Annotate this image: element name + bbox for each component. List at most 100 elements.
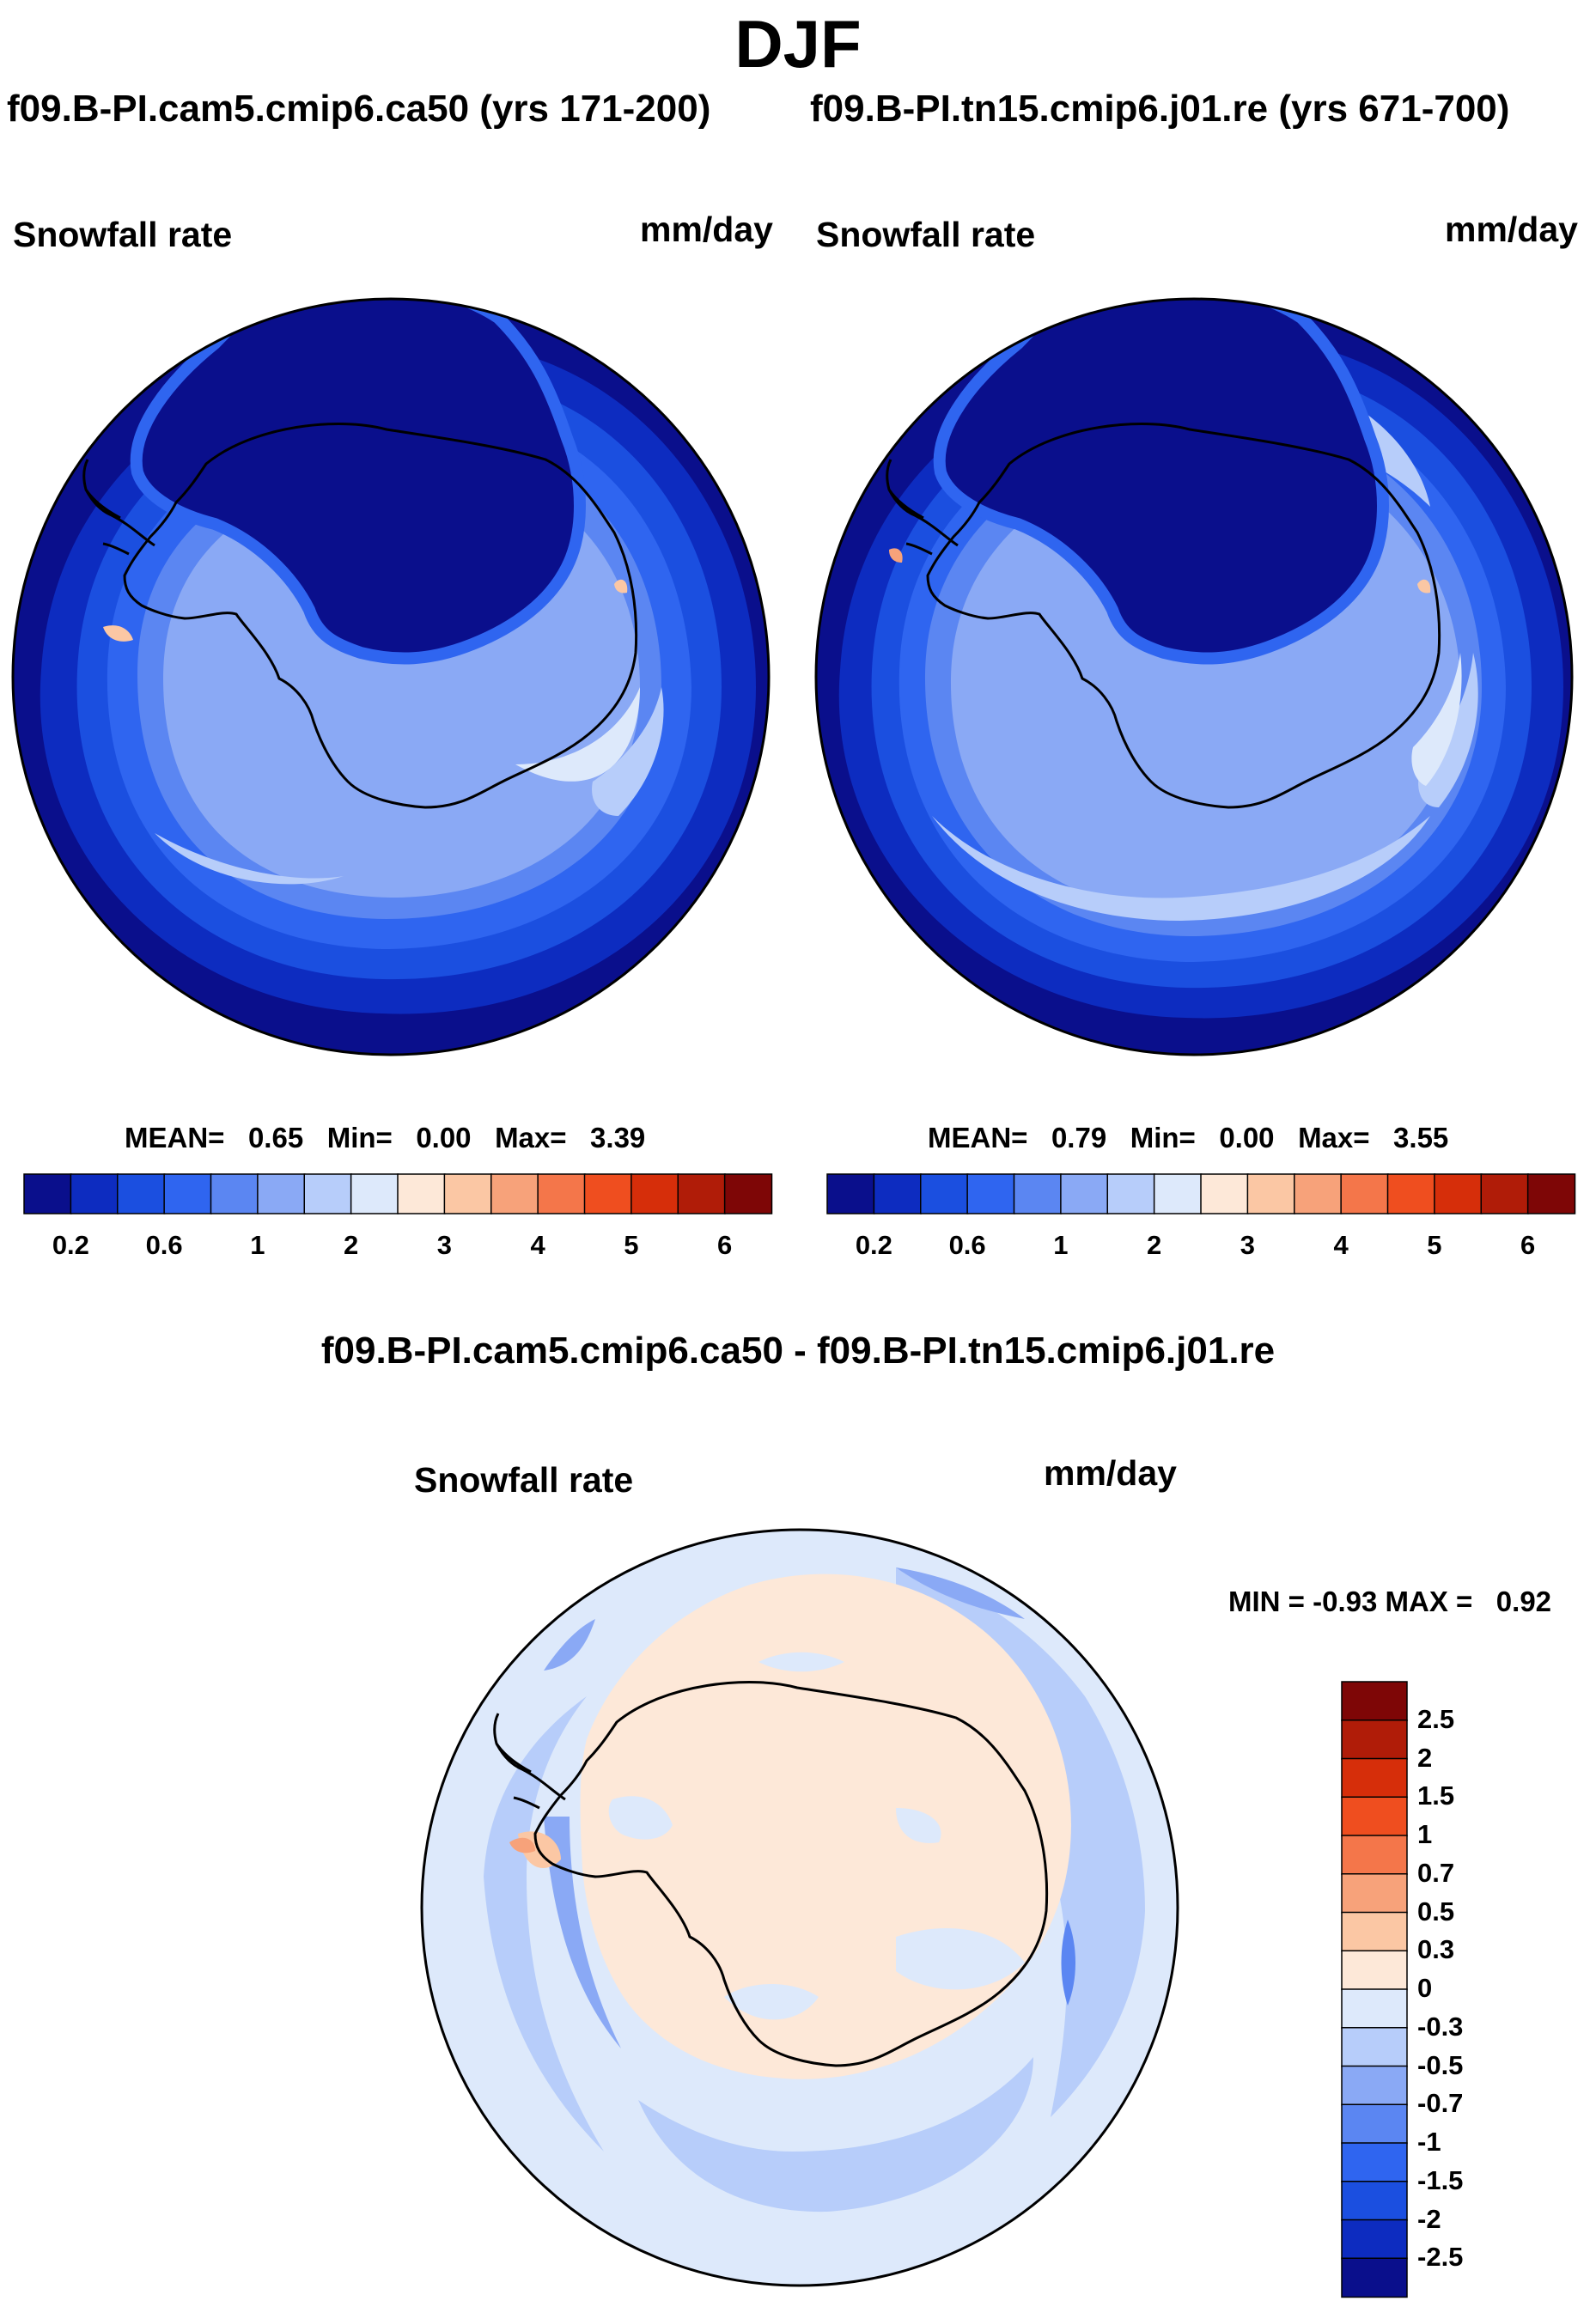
diff-colorbar-tick-label: 2 — [1417, 1742, 1433, 1773]
right-min-label: Min= — [1130, 1122, 1196, 1153]
right-colorbar — [826, 1173, 1576, 1214]
diff-map-field — [422, 1530, 1178, 2286]
diff-colorbar-box — [1341, 2027, 1408, 2067]
right-colorbar-box — [1434, 1173, 1483, 1214]
right-colorbar-tick-label: 6 — [1520, 1230, 1536, 1260]
right-colorbar-box — [1526, 1173, 1576, 1214]
right-min-value: 0.00 — [1219, 1122, 1275, 1153]
right-mean-label: MEAN= — [928, 1122, 1028, 1153]
diff-minmax: MIN = -0.93 MAX = 0.92 — [1228, 1586, 1551, 1618]
right-colorbar-tick-label: 3 — [1240, 1230, 1255, 1260]
right-colorbar-box — [1246, 1173, 1296, 1214]
right-mean-value: 0.79 — [1051, 1122, 1107, 1153]
left-colorbar-box — [397, 1173, 446, 1214]
right-colorbar-box — [873, 1173, 923, 1214]
diff-colorbar-tick-label: 1.5 — [1417, 1780, 1455, 1811]
right-units-label: mm/day — [1445, 210, 1578, 249]
diff-colorbar-box — [1341, 1950, 1408, 1991]
right-colorbar-box — [920, 1173, 969, 1214]
diff-colorbar-box — [1341, 1796, 1408, 1837]
diff-colorbar-tick-label: 0.7 — [1417, 1857, 1455, 1888]
diff-colorbar-tick-label: 2.5 — [1417, 1703, 1455, 1734]
diff-colorbar-box — [1341, 1720, 1408, 1760]
diff-colorbar-box — [1341, 2219, 1408, 2260]
left-variable-label: Snowfall rate — [13, 215, 233, 254]
right-colorbar-box — [1386, 1173, 1436, 1214]
left-colorbar-box — [537, 1173, 586, 1214]
left-stats: MEAN= 0.65 Min= 0.00 Max= 3.39 — [125, 1122, 645, 1154]
left-colorbar-tick-label: 0.2 — [52, 1230, 89, 1260]
left-colorbar-tick-label: 4 — [530, 1230, 545, 1260]
difference-snowfall-map — [420, 1528, 1179, 2287]
left-colorbar-tick-label: 3 — [436, 1230, 452, 1260]
right-colorbar-tick-label: 0.2 — [855, 1230, 892, 1260]
left-mean-label: MEAN= — [125, 1122, 225, 1153]
left-colorbar-tick-label: 1 — [250, 1230, 265, 1260]
diff-colorbar-tick-label: 0 — [1417, 1973, 1433, 2003]
main-title: DJF — [734, 6, 862, 82]
right-colorbar-tick-label: 0.6 — [948, 1230, 986, 1260]
left-antarctica-coastline — [123, 423, 638, 809]
diff-colorbar-tick-label: 0.5 — [1417, 1896, 1455, 1926]
diff-colorbar-box — [1341, 1757, 1408, 1799]
left-colorbar-tick-label: 0.6 — [145, 1230, 183, 1260]
right-colorbar-tick-label: 1 — [1053, 1230, 1069, 1260]
diff-max-label: MAX = — [1385, 1586, 1473, 1617]
left-snowfall-map — [11, 297, 771, 1056]
left-colorbar-tick-label: 6 — [717, 1230, 733, 1260]
diff-colorbar-box — [1341, 2181, 1408, 2221]
right-run-title: f09.B-PI.tn15.cmip6.j01.re (yrs 671-700) — [810, 88, 1510, 130]
right-max-value: 3.55 — [1393, 1122, 1449, 1153]
left-peninsula-coastline — [82, 459, 155, 556]
right-stats: MEAN= 0.79 Min= 0.00 Max= 3.55 — [928, 1122, 1448, 1154]
diff-colorbar-box — [1341, 1911, 1408, 1952]
left-colorbar-box — [23, 1173, 72, 1214]
diff-title: f09.B-PI.cam5.cmip6.ca50 - f09.B-PI.tn15… — [320, 1330, 1276, 1372]
left-colorbar-box — [677, 1173, 726, 1214]
left-colorbar-box — [70, 1173, 119, 1214]
diff-min-value: -0.93 — [1313, 1586, 1378, 1617]
left-colorbar-box — [630, 1173, 679, 1214]
left-mean-value: 0.65 — [247, 1122, 304, 1153]
right-colorbar-box — [1060, 1173, 1109, 1214]
diff-colorbar-tick-label: -2.5 — [1417, 2242, 1464, 2273]
left-colorbar-box — [723, 1173, 773, 1214]
left-units-label: mm/day — [640, 210, 773, 249]
diff-antarctica-coastline — [533, 1681, 1049, 2067]
diff-colorbar-tick-label: -1 — [1417, 2127, 1441, 2157]
left-colorbar-box — [583, 1173, 633, 1214]
right-map-field — [816, 299, 1572, 1055]
left-colorbar-box — [257, 1173, 306, 1214]
diff-colorbar-box — [1341, 1988, 1408, 2029]
diff-colorbar-box — [1341, 2103, 1408, 2145]
diff-colorbar-box — [1341, 2065, 1408, 2106]
right-max-label: Max= — [1298, 1122, 1370, 1153]
right-colorbar-box — [1294, 1173, 1343, 1214]
diff-min-label: MIN = — [1228, 1586, 1305, 1617]
right-colorbar-tick-label: 2 — [1147, 1230, 1162, 1260]
diff-colorbar-box — [1341, 2142, 1408, 2182]
diff-colorbar-box — [1341, 1873, 1408, 1914]
left-max-label: Max= — [495, 1122, 567, 1153]
diff-colorbar — [1341, 1681, 1408, 2298]
diff-colorbar-tick-label: -0.5 — [1417, 2049, 1464, 2080]
right-colorbar-box — [1106, 1173, 1155, 1214]
diff-colorbar-box — [1341, 2257, 1408, 2298]
left-colorbar-tick-label: 2 — [344, 1230, 359, 1260]
left-min-value: 0.00 — [416, 1122, 472, 1153]
left-colorbar-box — [490, 1173, 539, 1214]
diff-units-label: mm/day — [1044, 1453, 1177, 1493]
left-run-title: f09.B-PI.cam5.cmip6.ca50 (yrs 171-200) — [7, 88, 711, 130]
diff-max-value: 0.92 — [1495, 1586, 1552, 1617]
left-colorbar-box — [303, 1173, 352, 1214]
right-colorbar-box — [1013, 1173, 1063, 1214]
left-colorbar-box — [163, 1173, 212, 1214]
left-colorbar-box — [350, 1173, 399, 1214]
left-max-value: 3.39 — [590, 1122, 646, 1153]
left-min-label: Min= — [326, 1122, 393, 1153]
diff-colorbar-tick-label: 0.3 — [1417, 1934, 1455, 1965]
left-colorbar — [23, 1173, 773, 1214]
left-map-field — [13, 299, 769, 1055]
right-colorbar-box — [826, 1173, 875, 1214]
right-colorbar-box — [1340, 1173, 1389, 1214]
